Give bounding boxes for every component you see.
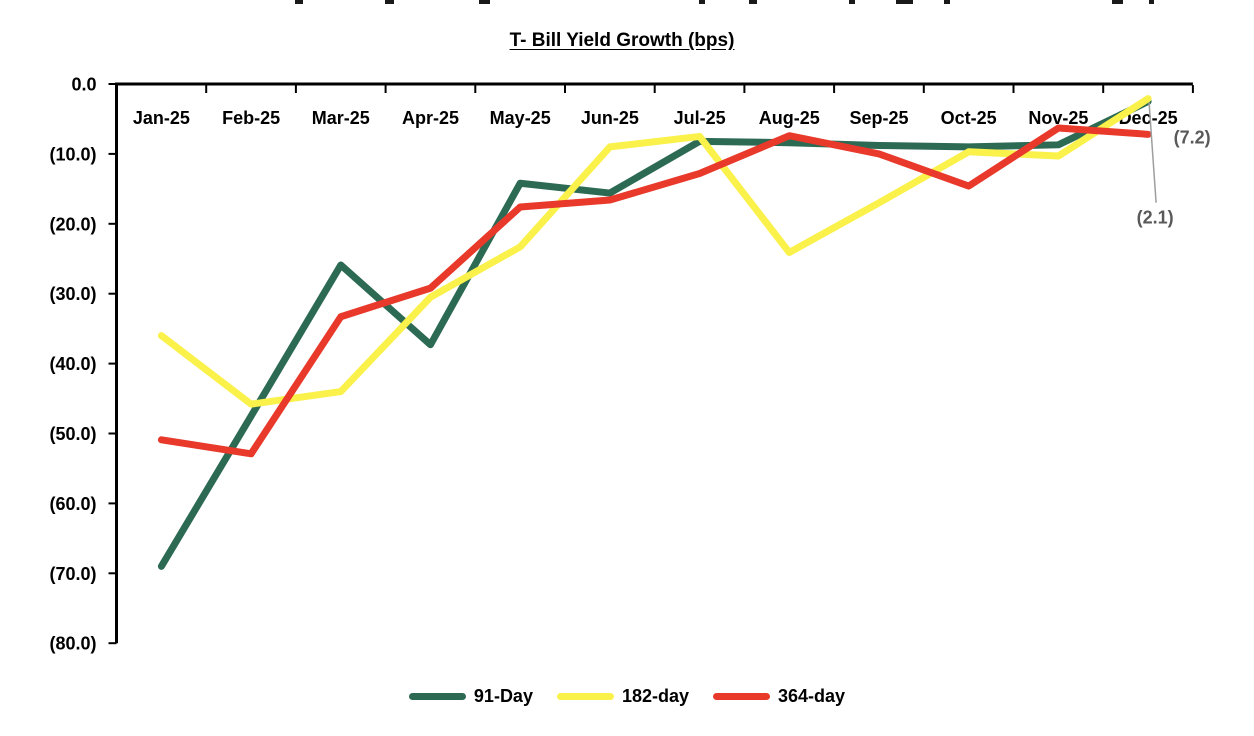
x-axis-label: Aug-25: [759, 108, 820, 128]
annotation-364-day-dec: (7.2): [1174, 127, 1211, 147]
legend-swatch-182-day: [556, 693, 614, 700]
y-axis-label: (10.0): [49, 144, 96, 164]
legend-swatch-91-day: [408, 693, 466, 700]
x-axis-label: Jan-25: [133, 108, 190, 128]
cropped-text-mark: [849, 0, 855, 4]
y-axis-label: 0.0: [71, 75, 96, 95]
y-axis-label: (80.0): [49, 634, 96, 654]
line-chart: 0.0 (10.0) (20.0) (30.0) (40.0) (50.0) (60.0) (…: [49, 75, 1211, 654]
x-axis-label: Apr-25: [402, 108, 459, 128]
cropped-text-mark: [944, 0, 950, 4]
cropped-text-mark: [699, 0, 705, 4]
cropped-text-mark: [1112, 0, 1123, 4]
annotation-182-day-dec: (2.1): [1137, 208, 1174, 228]
x-axis-label: Dec-25: [1119, 108, 1178, 128]
x-axis-label: Jul-25: [674, 108, 726, 128]
chart-legend: 91-Day 182-day 364-day: [0, 686, 1254, 707]
y-axis-label: (60.0): [49, 494, 96, 514]
legend-label-364-day: 364-day: [778, 686, 846, 706]
y-axis-label: (20.0): [49, 214, 96, 234]
series-line-182-day: [157, 95, 1152, 408]
legend-item-182-day: 182-day: [556, 686, 690, 707]
legend-label-182-day: 182-day: [621, 686, 690, 706]
cropped-text-mark: [1149, 0, 1154, 4]
cropped-text-mark: [896, 0, 913, 4]
series-line-364-day: [157, 124, 1152, 458]
cropped-text-mark: [479, 0, 490, 4]
x-axis-label: Jun-25: [581, 108, 639, 128]
x-axis-label: Feb-25: [222, 108, 280, 128]
legend-item-364-day: 364-day: [713, 686, 845, 707]
legend-label-91-day: 91-Day: [473, 686, 533, 706]
y-axis-label: (70.0): [49, 564, 96, 584]
chart-title: T- Bill Yield Growth (bps): [509, 30, 735, 51]
x-axis-label: Oct-25: [941, 108, 997, 128]
legend-item-91-day: 91-Day: [408, 686, 533, 707]
legend-swatch-364-day: [713, 693, 771, 700]
x-axis-label: May-25: [490, 108, 551, 128]
x-axis-label: Mar-25: [312, 108, 370, 128]
cropped-text-mark: [295, 0, 303, 4]
x-axis-label: Sep-25: [849, 108, 908, 128]
y-axis-label: (50.0): [49, 424, 96, 444]
annotation-leader-line: [1148, 102, 1157, 203]
y-axis-label: (30.0): [49, 284, 96, 304]
cropped-text-mark: [385, 0, 394, 4]
series-line-91-day: [157, 97, 1152, 570]
axis-lines: [115, 82, 1193, 644]
y-axis-label: (40.0): [49, 354, 96, 374]
x-axis-label: Nov-25: [1028, 108, 1088, 128]
cropped-text-mark: [749, 0, 757, 4]
